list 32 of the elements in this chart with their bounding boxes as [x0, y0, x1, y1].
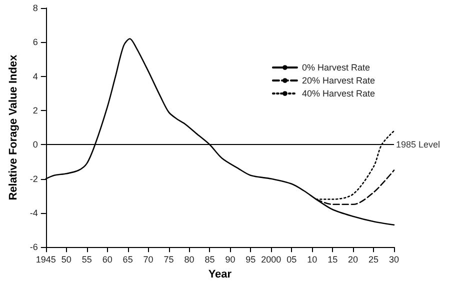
- x-tick-label: 80: [184, 254, 194, 265]
- y-tick-label: 8: [32, 3, 38, 13]
- x-tick-label: 05: [286, 254, 297, 265]
- y-tick-label: 0: [32, 140, 38, 150]
- x-tick-label: 60: [102, 254, 112, 265]
- y-tick-label: -2: [30, 174, 38, 184]
- x-tick-label: 15: [328, 254, 338, 265]
- y-tick-label: -4: [30, 208, 38, 218]
- legend-label: 20% Harvest Rate: [302, 76, 376, 86]
- x-tick-label: 50: [61, 254, 72, 265]
- y-tick-label: 2: [32, 105, 38, 116]
- y-axis-title: Relative Forage Value Index: [8, 54, 20, 200]
- legend-label: 40% Harvest Rate: [302, 88, 376, 98]
- x-tick-label: 70: [143, 254, 154, 265]
- x-axis-title: Year: [208, 268, 232, 280]
- x-tick-label: 55: [82, 254, 92, 265]
- legend-label: 0% Harvest Rate: [302, 62, 370, 72]
- x-tick-label: 25: [368, 254, 379, 265]
- x-tick-label: 10: [307, 254, 318, 265]
- x-tick-label: 1945: [36, 254, 56, 265]
- ref-line-label: 1985 Level: [396, 140, 440, 150]
- x-tick-label: 90: [225, 254, 236, 265]
- x-tick-label: 95: [246, 254, 256, 265]
- x-tick-label: 2000: [261, 254, 282, 265]
- y-tick-label: 4: [32, 71, 38, 82]
- x-tick-label: 20: [348, 254, 358, 265]
- x-tick-label: 75: [164, 254, 174, 265]
- x-tick-label: 65: [122, 254, 133, 265]
- x-tick-label: 30: [388, 254, 400, 265]
- x-tick-label: 85: [204, 254, 215, 265]
- y-tick-label: 6: [32, 37, 38, 48]
- y-tick-label: -6: [30, 242, 38, 252]
